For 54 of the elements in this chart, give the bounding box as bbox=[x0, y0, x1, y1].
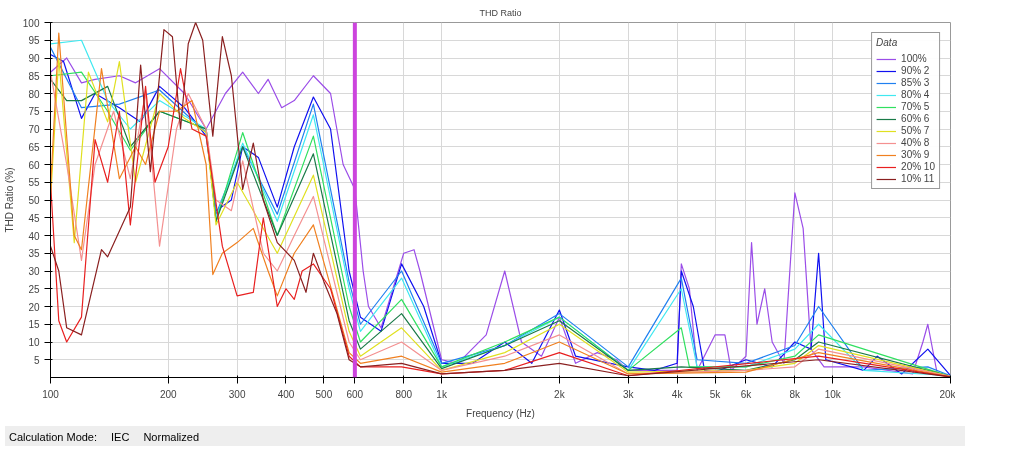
y-tick-label: 35 bbox=[28, 248, 40, 260]
y-tick-label: 60 bbox=[28, 159, 40, 171]
legend-label: 20% 10 bbox=[901, 161, 935, 172]
y-axis-title: THD Ratio (%) bbox=[3, 167, 15, 233]
text: Calculation Mode: bbox=[9, 431, 98, 443]
y-tick-label: 75 bbox=[28, 106, 40, 118]
y-tick-label: 65 bbox=[28, 141, 40, 153]
y-tick-label: 20 bbox=[28, 301, 40, 313]
x-tick-label: 20k bbox=[939, 388, 957, 400]
y-tick-label: 50 bbox=[28, 195, 40, 206]
y-tick-label: 15 bbox=[28, 319, 40, 331]
x-tick-label: 10k bbox=[824, 388, 842, 400]
y-tick-label: 45 bbox=[28, 212, 40, 224]
legend-label: 50% 7 bbox=[901, 125, 930, 136]
legend-title: Data bbox=[876, 37, 899, 48]
x-tick-label: 200 bbox=[159, 388, 178, 400]
x-tick-label: 5k bbox=[709, 388, 722, 400]
x-tick-label: 6k bbox=[740, 388, 753, 400]
legend-label: 80% 4 bbox=[901, 89, 930, 100]
x-tick-label: 800 bbox=[395, 388, 413, 400]
x-tick-label: 600 bbox=[346, 388, 364, 400]
x-tick-label: 400 bbox=[277, 388, 295, 400]
x-tick-label: 4k bbox=[671, 388, 684, 400]
y-tick-label: 85 bbox=[28, 70, 40, 82]
text: Normalized bbox=[143, 431, 200, 443]
y-tick-label: 25 bbox=[28, 283, 40, 295]
legend-label: 85% 3 bbox=[901, 77, 930, 88]
x-tick-label: 8k bbox=[789, 388, 802, 400]
y-tick-label: 5 bbox=[33, 354, 40, 366]
y-tick-label: 55 bbox=[28, 177, 40, 189]
y-tick-label: 40 bbox=[28, 230, 40, 242]
legend-label: 60% 6 bbox=[901, 113, 930, 124]
y-tick-label: 70 bbox=[28, 124, 40, 135]
legend-label: 40% 8 bbox=[901, 137, 930, 148]
x-tick-label: 3k bbox=[622, 388, 635, 400]
x-tick-label: 300 bbox=[228, 388, 246, 400]
chart-title: THD Ratio bbox=[479, 7, 522, 18]
legend-label: 10% 11 bbox=[901, 173, 935, 184]
y-tick-label: 10 bbox=[28, 337, 40, 348]
text: IEC bbox=[111, 431, 130, 443]
legend-label: 90% 2 bbox=[901, 65, 930, 76]
y-tick-label: 100 bbox=[22, 17, 40, 29]
x-tick-label: 1k bbox=[436, 388, 448, 400]
y-tick-label: 30 bbox=[28, 266, 40, 277]
x-tick-label: 2k bbox=[554, 388, 566, 400]
legend-label: 100% bbox=[901, 53, 927, 64]
x-tick-label: 100 bbox=[42, 388, 60, 400]
legend-label: 70% 5 bbox=[901, 101, 930, 112]
legend-label: 30% 9 bbox=[901, 149, 930, 160]
y-tick-label: 95 bbox=[28, 35, 40, 47]
x-axis-title: Frequency (Hz) bbox=[466, 407, 535, 419]
y-tick-label: 90 bbox=[28, 53, 40, 64]
y-tick-label: 80 bbox=[28, 88, 40, 100]
x-tick-label: 500 bbox=[315, 388, 333, 400]
